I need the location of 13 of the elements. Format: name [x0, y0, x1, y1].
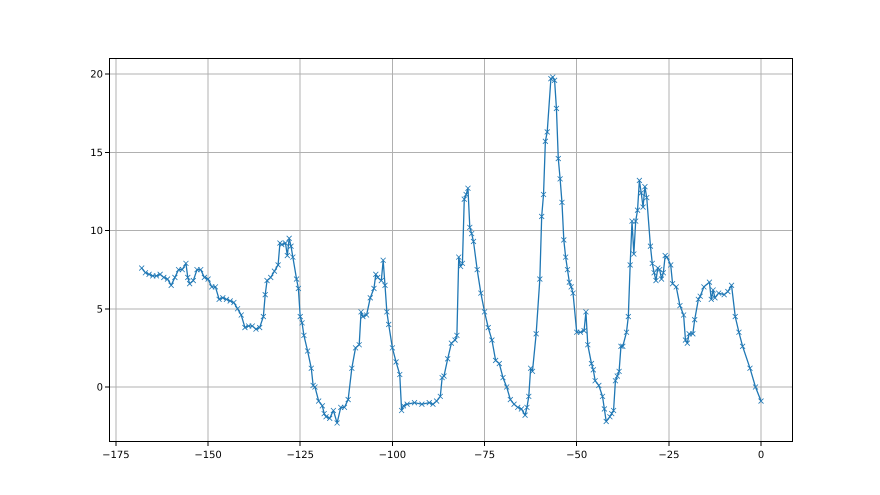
x-tick-label: −125 — [286, 450, 314, 461]
y-tick-label: 20 — [90, 70, 103, 81]
x-tick-label: 0 — [758, 450, 764, 461]
x-tick-label: −25 — [658, 450, 680, 461]
x-tick-label: −150 — [194, 450, 222, 461]
y-tick-label: 5 — [96, 304, 103, 316]
x-tick-label: −175 — [102, 450, 130, 461]
y-tick-label: 15 — [90, 148, 103, 159]
x-tick-label: −75 — [474, 450, 496, 461]
y-tick-label: 10 — [90, 226, 103, 238]
x-tick-label: −50 — [566, 450, 588, 461]
y-tick-label: 0 — [96, 382, 103, 394]
x-tick-label: −100 — [378, 450, 406, 461]
